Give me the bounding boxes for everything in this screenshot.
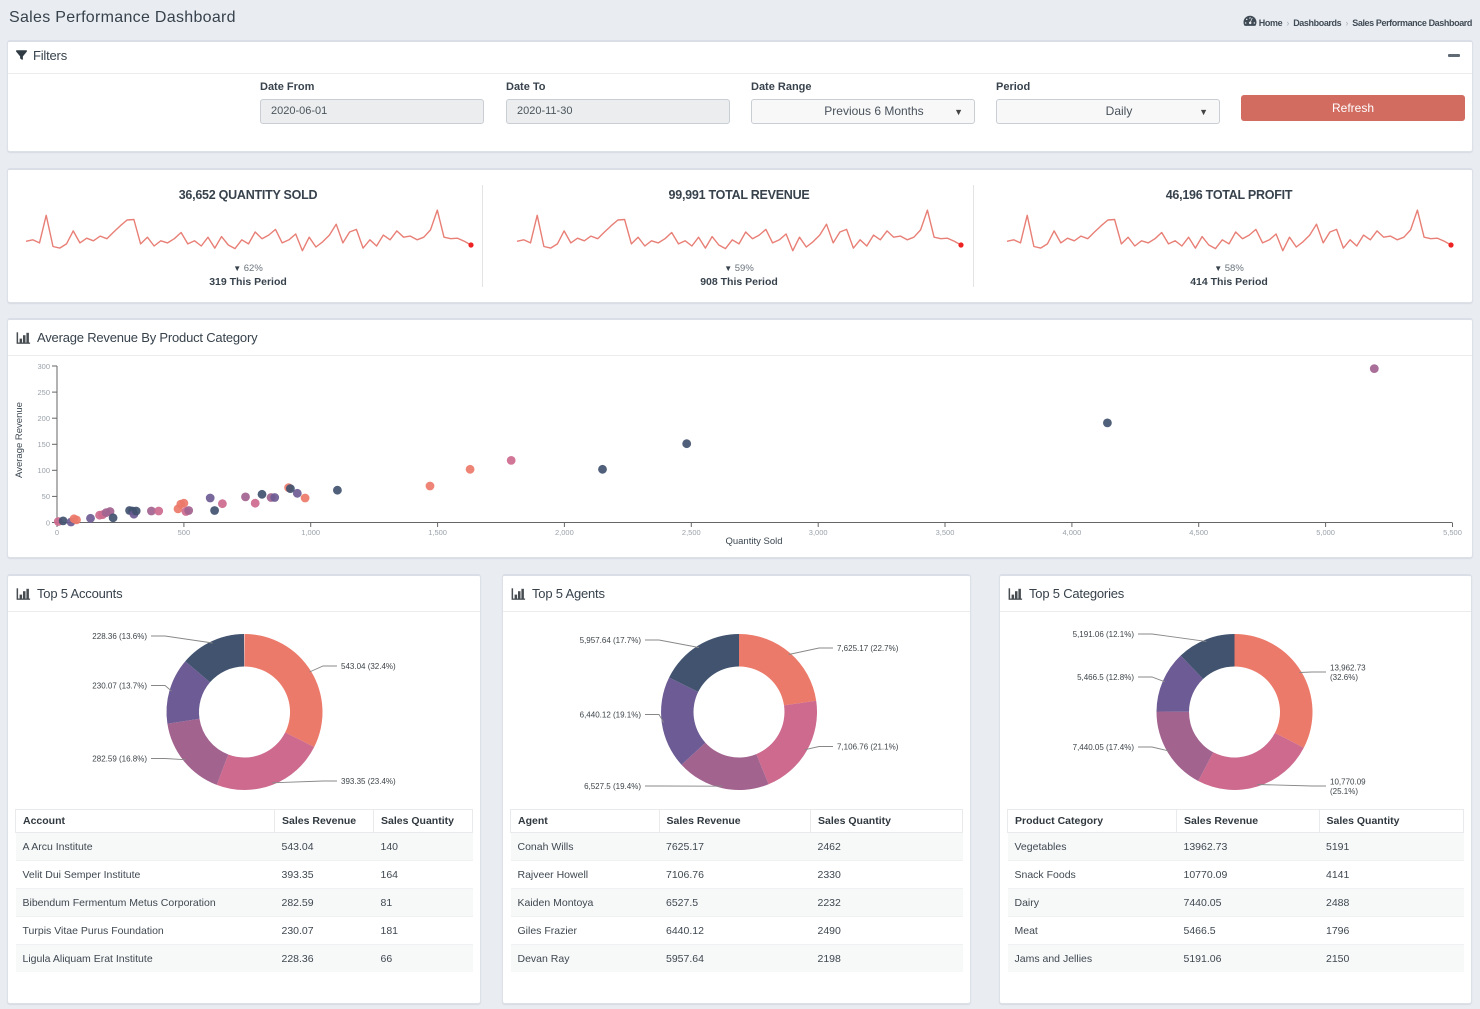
- svg-text:6,527.5 (19.4%): 6,527.5 (19.4%): [584, 782, 641, 791]
- svg-text:300: 300: [37, 362, 50, 371]
- svg-text:282.59 (16.8%): 282.59 (16.8%): [92, 755, 147, 764]
- svg-text:1,000: 1,000: [301, 528, 320, 537]
- svg-text:Quantity Sold: Quantity Sold: [725, 536, 782, 547]
- svg-text:500: 500: [178, 528, 191, 537]
- svg-text:7,440.05 (17.4%): 7,440.05 (17.4%): [1073, 743, 1135, 752]
- svg-text:100: 100: [37, 466, 50, 475]
- svg-text:1,500: 1,500: [428, 528, 447, 537]
- svg-text:50: 50: [42, 492, 50, 501]
- svg-text:(25.1%): (25.1%): [1330, 787, 1358, 796]
- svg-text:5,957.64 (17.7%): 5,957.64 (17.7%): [580, 636, 642, 645]
- svg-text:4,000: 4,000: [1063, 528, 1082, 537]
- svg-text:(32.6%): (32.6%): [1330, 673, 1358, 682]
- svg-text:5,000: 5,000: [1316, 528, 1335, 537]
- svg-text:228.36 (13.6%): 228.36 (13.6%): [92, 632, 147, 641]
- svg-text:393.35 (23.4%): 393.35 (23.4%): [341, 777, 396, 786]
- svg-text:5,500: 5,500: [1443, 528, 1462, 537]
- svg-text:13,962.73: 13,962.73: [1330, 664, 1366, 673]
- svg-text:Average Revenue: Average Revenue: [14, 402, 25, 478]
- svg-text:0: 0: [46, 518, 50, 527]
- svg-text:543.04 (32.4%): 543.04 (32.4%): [341, 662, 396, 671]
- svg-text:5,191.06 (12.1%): 5,191.06 (12.1%): [1073, 630, 1135, 639]
- svg-text:6,440.12 (19.1%): 6,440.12 (19.1%): [580, 711, 642, 720]
- svg-text:0: 0: [55, 528, 59, 537]
- svg-text:2,000: 2,000: [555, 528, 574, 537]
- svg-text:5,466.5 (12.8%): 5,466.5 (12.8%): [1077, 673, 1134, 682]
- svg-text:3,500: 3,500: [936, 528, 955, 537]
- svg-text:7,625.17 (22.7%): 7,625.17 (22.7%): [837, 644, 899, 653]
- svg-text:10,770.09: 10,770.09: [1330, 778, 1366, 787]
- svg-text:250: 250: [37, 388, 50, 397]
- svg-text:230.07 (13.7%): 230.07 (13.7%): [92, 682, 147, 691]
- svg-text:150: 150: [37, 440, 50, 449]
- svg-text:2,500: 2,500: [682, 528, 701, 537]
- svg-text:7,106.76 (21.1%): 7,106.76 (21.1%): [837, 743, 899, 752]
- svg-text:200: 200: [37, 414, 50, 423]
- svg-text:3,000: 3,000: [809, 528, 828, 537]
- svg-text:4,500: 4,500: [1189, 528, 1208, 537]
